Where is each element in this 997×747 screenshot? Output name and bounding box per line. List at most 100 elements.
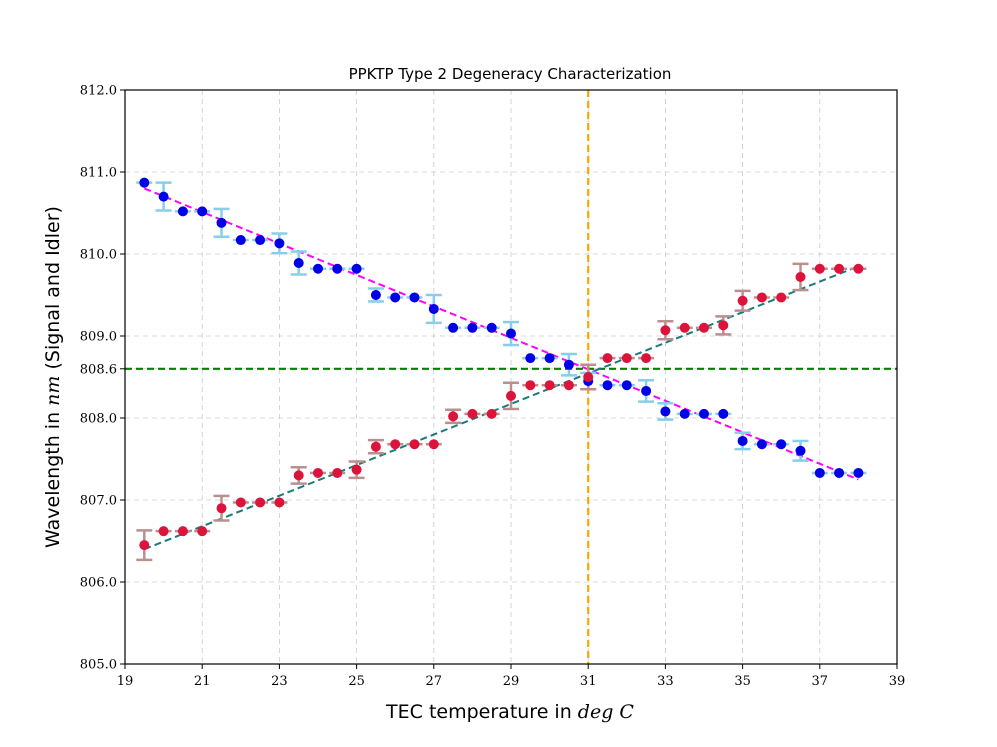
series-1-point <box>293 258 304 269</box>
series-2-point <box>525 380 536 391</box>
series-1-point <box>216 217 227 228</box>
series-2-point <box>274 497 285 508</box>
series-2-point <box>177 526 188 537</box>
series-1-point <box>332 263 343 274</box>
series-1-point <box>177 206 188 217</box>
series-2-point <box>699 322 709 333</box>
series-1-point <box>467 322 478 333</box>
x-tick-label: 23 <box>271 674 288 689</box>
series-2-point <box>621 353 632 364</box>
series-1-point <box>776 439 787 450</box>
y-axis-label: Wavelength in nm (Signal and Idler) <box>42 206 64 548</box>
series-2-point <box>313 467 323 478</box>
y-tick-label: 808.6 <box>80 362 117 377</box>
series-1-point <box>235 235 246 246</box>
x-tick-label: 29 <box>503 674 520 689</box>
series-1-point <box>718 408 729 419</box>
series-1-point <box>641 385 652 396</box>
series-1-point <box>313 263 323 274</box>
y-axis-ticks: 805.0 806.0 807.0 808.0 808.6 809.0 810.0 811.0… <box>80 84 125 673</box>
series-2-point <box>409 439 420 450</box>
series-1-point <box>486 322 497 333</box>
series-1-point <box>390 292 401 303</box>
y-tick-label: 809.0 <box>80 330 117 345</box>
series-1-point <box>274 238 285 249</box>
fit-line-1 <box>143 187 859 481</box>
series-1-point <box>428 303 439 314</box>
series-1-point <box>834 467 845 478</box>
y-axis-label-math: nm <box>42 376 64 406</box>
series-2-point <box>448 411 459 422</box>
series-2-point <box>583 372 594 382</box>
series-1-point <box>370 290 381 300</box>
series-1-point <box>795 445 806 456</box>
y-tick-label: 808.0 <box>80 412 117 427</box>
y-axis-label-text: Wavelength in <box>42 406 64 548</box>
series-1-point <box>679 408 690 419</box>
data-points <box>139 177 864 551</box>
chart-title: PPKTP Type 2 Degeneracy Characterization <box>349 65 672 83</box>
series-2-point <box>197 526 208 537</box>
series-2-point <box>834 263 845 274</box>
fit-lines <box>143 187 859 551</box>
series-1-point <box>737 435 748 446</box>
series-2-point <box>332 467 343 478</box>
fit-line-2 <box>143 265 859 551</box>
series-2-point <box>814 263 825 274</box>
series-2-point <box>158 526 169 537</box>
series-2-point <box>235 497 246 508</box>
series-2-point <box>428 439 439 450</box>
series-2-point <box>293 470 304 481</box>
series-1-point <box>544 353 555 364</box>
x-tick-label: 21 <box>194 674 211 689</box>
series-2-point <box>776 292 787 303</box>
series-2-point <box>641 353 652 364</box>
series-2-point <box>853 263 864 274</box>
y-tick-label: 805.0 <box>80 658 117 673</box>
series-2-point <box>467 408 478 419</box>
x-tick-label: 19 <box>117 674 134 689</box>
series-2-point <box>718 320 729 331</box>
series-1-point <box>525 353 536 364</box>
series-2-point <box>602 353 613 364</box>
y-axis-label-suffix: (Signal and Idler) <box>42 206 64 376</box>
series-1-point <box>448 322 459 333</box>
series-2-point <box>216 503 227 514</box>
series-1-point <box>409 292 420 303</box>
series-2-point <box>351 464 362 475</box>
series-1-point <box>814 467 825 478</box>
y-tick-label: 806.0 <box>80 576 117 591</box>
series-2-point <box>756 292 767 303</box>
y-tick-label: 812.0 <box>80 84 117 99</box>
series-2-point <box>390 439 401 450</box>
series-1-point <box>255 235 266 246</box>
x-tick-label: 31 <box>580 674 597 689</box>
y-tick-label: 810.0 <box>80 248 117 263</box>
series-1-point <box>197 206 208 217</box>
y-tick-label: 807.0 <box>80 494 117 509</box>
x-axis-label-math: deg C <box>578 701 635 723</box>
x-tick-label: 39 <box>889 674 906 689</box>
series-2-point <box>255 497 266 508</box>
series-2-point <box>506 390 516 401</box>
series-1-point <box>158 191 169 202</box>
series-1-point <box>351 263 362 274</box>
series-1-point <box>756 439 767 450</box>
series-1-point <box>660 406 671 417</box>
y-tick-label: 811.0 <box>80 166 117 181</box>
series-1-point <box>853 467 864 478</box>
series-2-point <box>660 325 671 336</box>
series-2-point <box>563 380 574 391</box>
series-2-point <box>737 295 748 306</box>
series-1-point <box>506 328 516 339</box>
x-axis-label: TEC temperature in deg C <box>385 701 634 723</box>
x-tick-label: 37 <box>812 674 829 689</box>
x-axis-label-text: TEC temperature in <box>385 701 578 723</box>
x-tick-label: 33 <box>657 674 674 689</box>
x-tick-label: 25 <box>348 674 365 689</box>
series-2-point <box>139 540 150 551</box>
x-axis-ticks: 19 21 23 25 27 29 31 33 35 37 39 <box>117 664 906 689</box>
x-tick-label: 27 <box>426 674 443 689</box>
